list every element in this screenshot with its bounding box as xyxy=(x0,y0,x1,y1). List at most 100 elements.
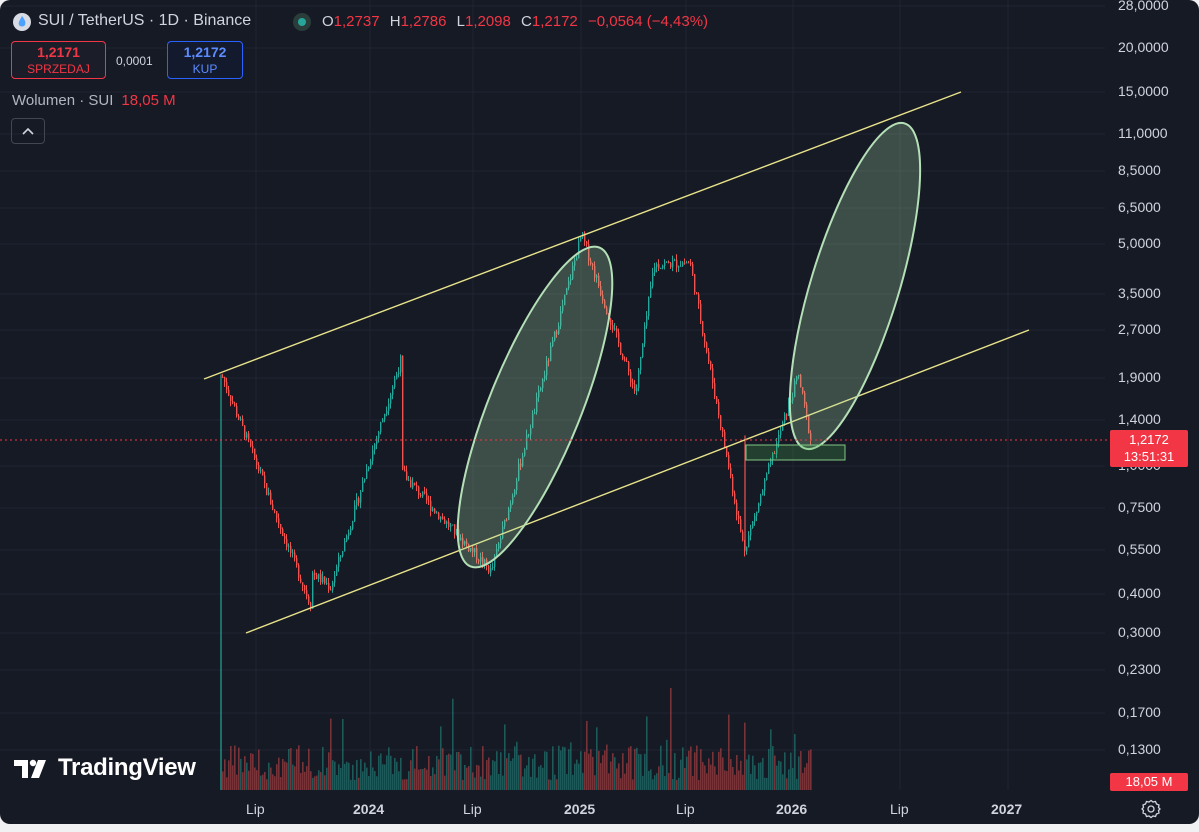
volume-bar xyxy=(264,771,266,790)
price-axis-label: 1,4000 xyxy=(1118,411,1161,427)
upper-trend-line[interactable] xyxy=(203,91,962,380)
current-price-value: 1,2172 xyxy=(1129,432,1169,447)
candle-body xyxy=(426,493,428,501)
collapse-legend-button[interactable] xyxy=(11,118,45,144)
candle-body xyxy=(492,566,494,568)
candle-body xyxy=(648,297,650,317)
candle-body xyxy=(416,484,418,487)
candle-body xyxy=(430,500,432,511)
candle-body xyxy=(736,502,738,516)
candle-body xyxy=(262,470,264,476)
volume-bar xyxy=(436,755,438,790)
candle-body xyxy=(698,294,700,304)
candle-body xyxy=(460,537,462,541)
ellipse-2026-projection[interactable] xyxy=(763,111,947,462)
drawings[interactable] xyxy=(0,91,1110,634)
volume-bar xyxy=(746,759,748,790)
candle-body xyxy=(224,377,226,383)
volume-bar xyxy=(798,756,800,790)
candle-body xyxy=(692,264,694,275)
volume-bar xyxy=(514,746,516,790)
candle-body xyxy=(538,390,540,398)
time-axis-label: Lip xyxy=(463,801,482,817)
candle-body xyxy=(578,241,580,259)
candle-body xyxy=(580,237,582,242)
candle-body xyxy=(618,332,620,343)
candle-body xyxy=(532,413,534,428)
volume-bar xyxy=(344,763,346,790)
candle-body xyxy=(402,355,404,470)
candle-body xyxy=(346,536,348,541)
support-box[interactable] xyxy=(745,444,846,461)
candle-body xyxy=(506,519,508,521)
settings-gear-icon[interactable] xyxy=(1141,799,1161,819)
volume-bar xyxy=(786,778,788,790)
volume-bar xyxy=(756,778,758,790)
candle-body xyxy=(760,495,762,504)
candle-body xyxy=(568,280,570,289)
volume-bar xyxy=(552,746,554,790)
volume-bar xyxy=(548,779,550,790)
volume-bar xyxy=(262,774,264,790)
candle-body xyxy=(512,495,514,504)
candle-body xyxy=(786,414,788,416)
candle-body xyxy=(600,286,602,295)
sell-button[interactable]: 1,2171 SPRZEDAJ xyxy=(11,41,106,79)
candle-body xyxy=(662,265,664,268)
symbol-title[interactable]: SUI / TetherUS · 1D · Binance xyxy=(38,12,252,29)
volume-bar xyxy=(576,759,578,790)
volume-bar xyxy=(712,751,714,790)
market-status-icon[interactable] xyxy=(293,13,311,31)
ellipse-2024-rally[interactable] xyxy=(428,230,642,583)
candle-body xyxy=(638,369,640,388)
candle-body xyxy=(358,498,360,503)
volume-bar xyxy=(692,776,694,790)
tradingview-logo[interactable]: TradingView xyxy=(14,754,196,782)
sui-logo-icon xyxy=(13,13,31,31)
volume-legend[interactable]: Wolumen · SUI 18,05 M xyxy=(12,92,176,109)
bar-countdown: 13:51:31 xyxy=(1123,449,1175,464)
volume-bar xyxy=(422,768,424,790)
volume-bar xyxy=(328,752,330,790)
volume-bar xyxy=(522,776,524,790)
open-value: 1,2737 xyxy=(333,13,380,30)
candle-body xyxy=(436,512,438,514)
volume-bar xyxy=(352,764,354,790)
volume-bar xyxy=(390,755,392,790)
volume-bar xyxy=(420,769,422,790)
volume-bar xyxy=(512,758,514,790)
volume-bar xyxy=(558,745,560,790)
volume-bar xyxy=(452,698,454,790)
candle-body xyxy=(260,470,262,472)
price-axis-label: 0,4000 xyxy=(1118,585,1161,601)
candle-body xyxy=(484,559,486,565)
volume-bar xyxy=(252,753,254,790)
candle-body xyxy=(666,261,668,263)
buy-button[interactable]: 1,2172 KUP xyxy=(167,41,243,79)
candle-body xyxy=(528,434,530,436)
candle-body xyxy=(256,458,258,466)
volume-bar xyxy=(682,747,684,790)
volume-bar xyxy=(556,779,558,790)
candle-body xyxy=(486,559,488,566)
lower-trend-line[interactable] xyxy=(245,329,1030,634)
candle-body xyxy=(230,395,232,402)
candle-body xyxy=(450,525,452,527)
volume-bar xyxy=(276,764,278,790)
candle-body xyxy=(478,559,480,562)
candle-body xyxy=(370,461,372,468)
volume-bar xyxy=(582,772,584,790)
candle-body xyxy=(322,576,324,583)
candle-body xyxy=(738,515,740,520)
volume-bar xyxy=(580,751,582,790)
candle-body xyxy=(504,519,506,527)
volume-bar xyxy=(768,748,770,790)
volume-bar xyxy=(730,759,732,790)
volume-bar xyxy=(584,751,586,790)
candle-body xyxy=(452,524,454,526)
volume-bar xyxy=(442,748,444,790)
volume-bar xyxy=(470,746,472,790)
candle-body xyxy=(644,325,646,344)
